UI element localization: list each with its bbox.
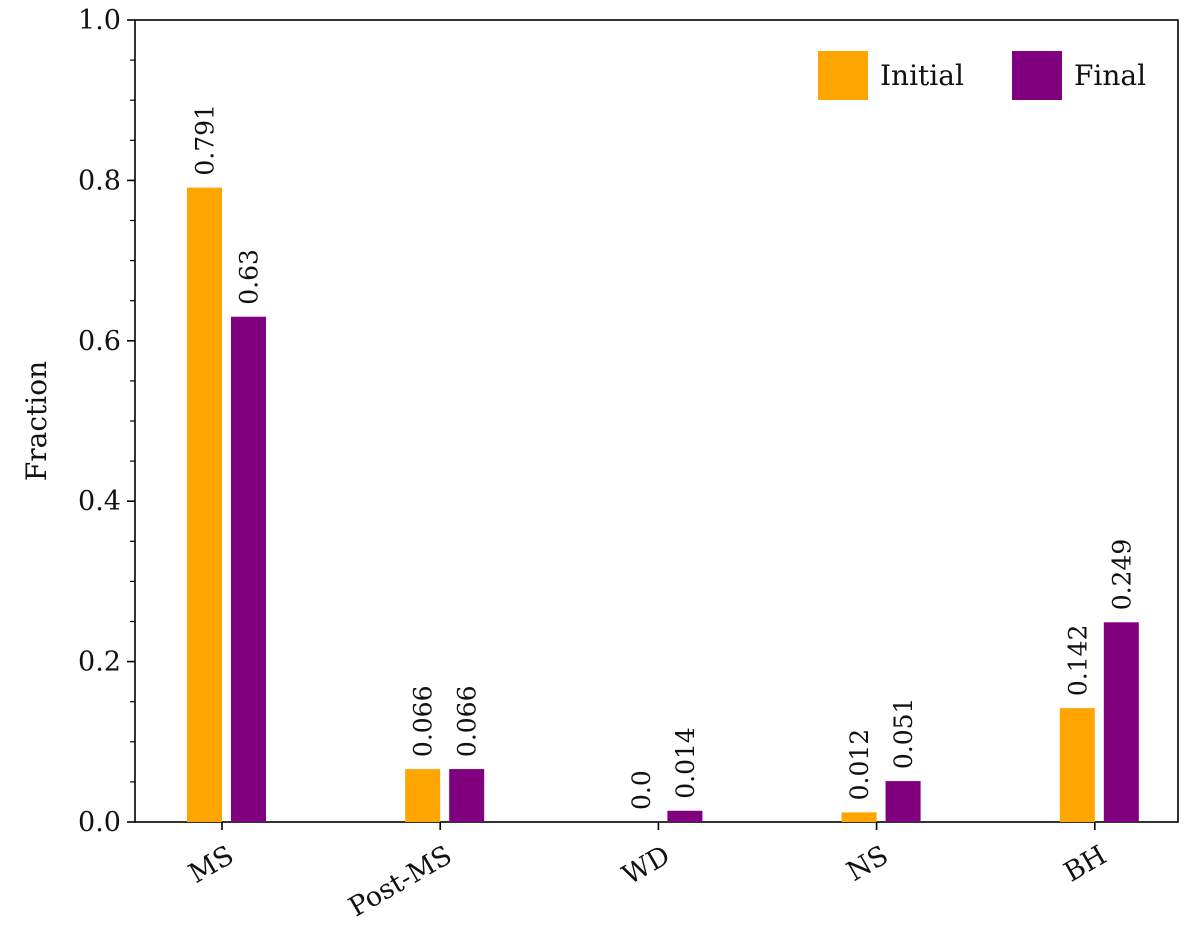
bar-value-label: 0.249 <box>1107 539 1136 611</box>
y-tick-label: 1.0 <box>78 5 121 36</box>
bar-initial-ns <box>841 812 877 822</box>
plot-frame <box>134 19 1179 823</box>
x-axis: MS Post-MS WD NS BH <box>184 822 1112 923</box>
y-tick-label: 0.8 <box>78 165 121 196</box>
bar-initial-ms <box>187 187 222 823</box>
y-tick-label: 0.2 <box>78 647 121 678</box>
y-axis-label: Fraction <box>20 361 53 481</box>
bar-value-label: 0.791 <box>191 104 220 176</box>
x-tick-label: Post-MS <box>344 840 458 924</box>
x-tick-label: NS <box>842 840 894 888</box>
bar-final-post-ms <box>449 769 485 822</box>
bar-final-bh <box>1103 622 1139 822</box>
bar-value-label: 0.63 <box>235 249 264 305</box>
bar-final-ms <box>231 316 266 822</box>
legend-swatch-initial <box>818 51 868 100</box>
y-tick-label: 0.6 <box>78 326 121 357</box>
bar-initial-post-ms <box>405 769 441 822</box>
x-tick-label: WD <box>617 840 675 892</box>
bar-value-label: 0.012 <box>845 729 874 801</box>
bar-value-label: 0.0 <box>627 770 656 810</box>
bars <box>187 187 1139 823</box>
x-tick-label: MS <box>184 840 239 890</box>
bar-value-label: 0.066 <box>453 685 482 757</box>
bar-labels: 0.791 0.63 0.066 0.066 0.0 0.014 0.012 0.051 0.1… <box>191 104 1137 810</box>
x-tick-label: BH <box>1059 840 1112 889</box>
bar-value-label: 0.014 <box>671 727 700 799</box>
bar-final-ns <box>885 781 921 822</box>
y-tick-label: 0.4 <box>78 486 121 517</box>
y-axis: 0.0 0.2 0.4 0.6 0.8 1.0 <box>78 5 1179 838</box>
legend-swatch-final <box>1012 51 1062 100</box>
bar-value-label: 0.142 <box>1063 625 1092 697</box>
legend-label-initial: Initial <box>880 59 964 92</box>
bar-value-label: 0.066 <box>409 685 438 757</box>
legend-label-final: Final <box>1074 59 1146 92</box>
legend: Initial Final <box>818 51 1146 100</box>
y-tick-label: 0.0 <box>78 807 121 838</box>
bar-initial-bh <box>1059 708 1095 822</box>
bar-value-label: 0.051 <box>889 698 918 770</box>
bar-final-wd <box>667 810 703 822</box>
